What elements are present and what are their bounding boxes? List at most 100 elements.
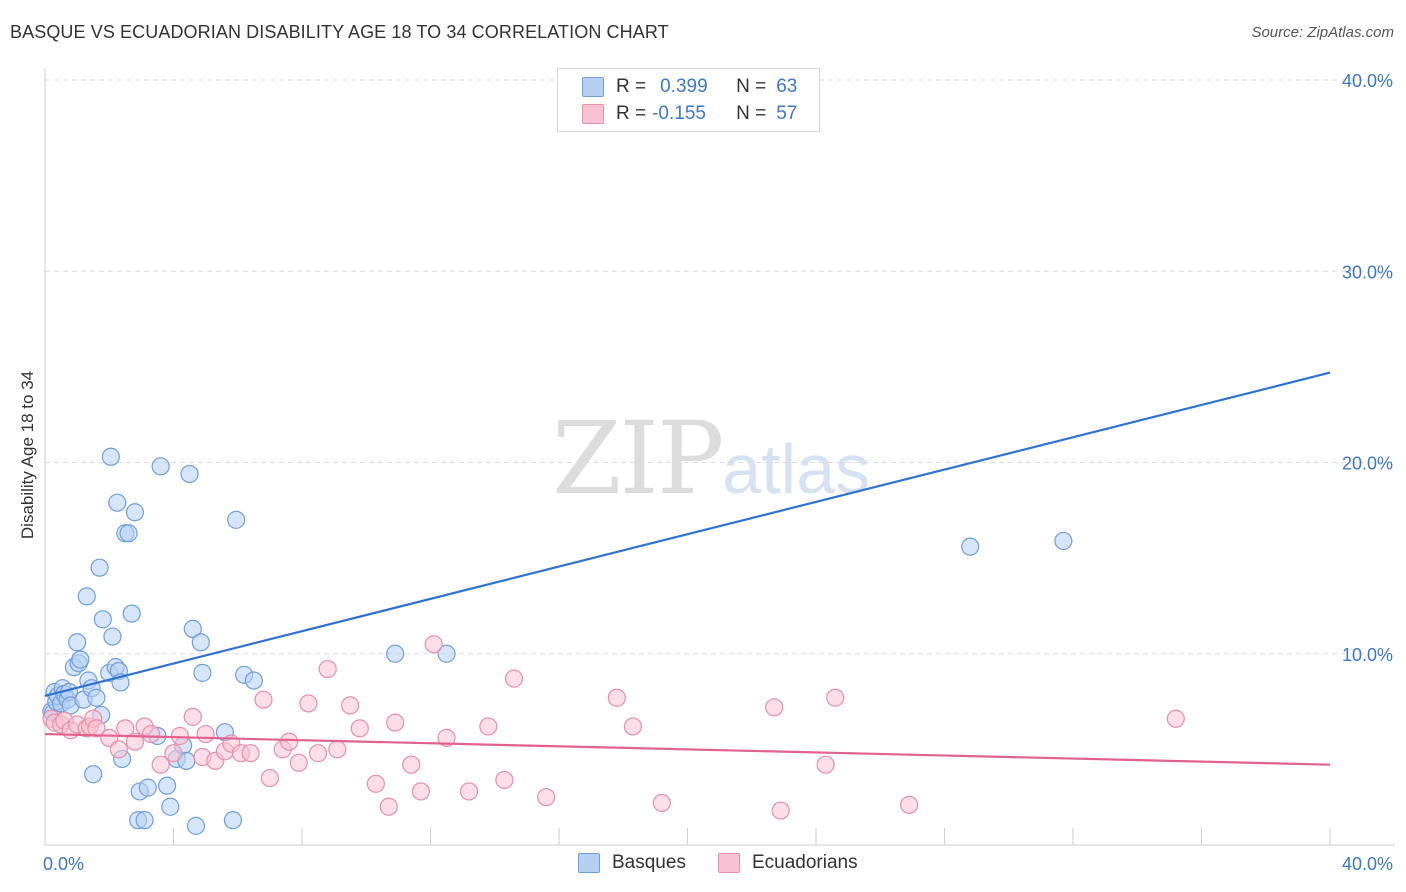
data-point <box>289 753 308 772</box>
series-legend: Basques Ecuadorians <box>578 852 890 874</box>
data-point <box>366 774 385 793</box>
y-tick-label: 30.0% <box>1342 262 1393 282</box>
legend-n-label: N = <box>736 103 767 124</box>
data-point <box>196 724 215 744</box>
data-point <box>350 719 369 738</box>
data-point <box>125 732 145 751</box>
data-point <box>227 510 246 529</box>
data-point <box>623 717 642 736</box>
tick-labels: 10.0% 20.0% 30.0% 40.0% 0.0% 40.0% <box>43 71 1393 874</box>
y-tick-label: 20.0% <box>1342 454 1393 474</box>
data-point <box>103 627 122 646</box>
data-point <box>437 728 456 748</box>
data-point <box>479 717 498 736</box>
data-point <box>87 688 106 707</box>
legend-r-value: 0.399 <box>660 76 708 97</box>
data-point <box>101 447 120 466</box>
trend-lines <box>44 371 1331 766</box>
data-point <box>135 811 154 830</box>
legend-row-ecuadorians: R = -0.155 N = 57 <box>582 101 797 127</box>
series-ecuadorians <box>42 635 1185 820</box>
data-point <box>379 797 398 816</box>
legend-item-ecuadorians[interactable]: Ecuadorians <box>717 852 858 874</box>
data-point <box>157 776 177 795</box>
source-credit: Source: ZipAtlas.com <box>1251 24 1394 41</box>
data-point <box>459 782 479 801</box>
data-point <box>186 816 206 835</box>
data-point <box>93 610 112 629</box>
data-point <box>170 726 190 746</box>
legend-row-basques: R = 0.399 N = 63 <box>582 74 797 100</box>
data-point <box>138 778 157 797</box>
data-point <box>607 688 626 707</box>
data-point <box>826 688 845 707</box>
data-point <box>180 464 199 484</box>
data-point <box>386 713 405 732</box>
data-point <box>961 537 980 556</box>
data-point <box>84 765 103 784</box>
watermark: ZIPatlas <box>552 400 870 517</box>
data-point <box>183 619 202 638</box>
data-point <box>109 740 128 759</box>
data-point <box>90 558 109 577</box>
trend-line-ecuadorians <box>44 732 1331 766</box>
grid-lines <box>45 79 1395 655</box>
data-point <box>424 635 443 654</box>
data-point <box>537 788 556 807</box>
data-point <box>77 587 96 606</box>
legend-r-label: R = <box>616 76 647 97</box>
data-point <box>68 633 87 652</box>
data-point <box>108 493 127 512</box>
legend-r-label: R = <box>616 103 647 124</box>
x-tick-label: 40.0% <box>1342 854 1393 874</box>
data-point <box>386 644 405 663</box>
data-point <box>816 755 835 774</box>
data-point <box>299 694 318 713</box>
data-point <box>193 663 212 682</box>
data-point <box>119 524 138 543</box>
data-point <box>244 671 263 690</box>
data-point <box>411 782 430 801</box>
data-point <box>183 707 202 726</box>
legend-n-value: 57 <box>776 103 798 124</box>
data-point <box>122 604 141 623</box>
legend-item-basques[interactable]: Basques <box>578 852 686 874</box>
legend-swatch-basques <box>578 853 600 873</box>
legend-label-ecuadorians: Ecuadorians <box>751 852 858 873</box>
data-point <box>254 690 273 709</box>
legend-swatch-ecuadorians <box>582 104 604 124</box>
legend-n-value: 63 <box>776 76 798 97</box>
x-tick-label: 0.0% <box>43 854 84 874</box>
data-point <box>765 698 784 717</box>
correlation-legend: R = 0.399 N = 63 R = -0.155 N = 57 <box>557 68 820 132</box>
data-point <box>900 795 919 814</box>
data-point <box>1054 531 1073 551</box>
data-point <box>71 650 90 669</box>
legend-label-basques: Basques <box>612 852 686 873</box>
legend-swatch-basques <box>582 77 604 97</box>
data-point <box>341 696 360 715</box>
legend-swatch-ecuadorians <box>717 853 740 873</box>
data-point <box>437 644 456 663</box>
data-point <box>125 503 145 522</box>
data-point <box>164 744 183 763</box>
data-point <box>151 457 170 476</box>
y-tick-label: 40.0% <box>1342 71 1393 91</box>
data-point <box>402 755 421 774</box>
legend-n-label: N = <box>736 76 767 97</box>
data-point <box>141 724 161 744</box>
data-point <box>318 659 337 679</box>
data-point <box>223 811 243 830</box>
y-tick-label: 10.0% <box>1342 645 1393 665</box>
data-point <box>280 732 299 751</box>
data-point <box>241 744 260 763</box>
data-point <box>260 768 279 788</box>
data-point <box>161 797 180 816</box>
axes <box>44 68 1395 846</box>
trend-line-basques <box>44 371 1331 697</box>
chart-title: BASQUE VS ECUADORIAN DISABILITY AGE 18 T… <box>10 22 669 42</box>
data-point <box>151 755 170 774</box>
data-point <box>87 719 106 738</box>
data-point <box>191 633 210 652</box>
